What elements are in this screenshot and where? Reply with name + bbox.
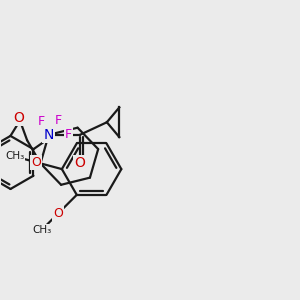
- Text: CH₃: CH₃: [5, 152, 24, 161]
- Text: O: O: [74, 156, 86, 170]
- Text: F: F: [65, 128, 72, 141]
- Text: N: N: [44, 128, 54, 142]
- Text: O: O: [31, 156, 41, 169]
- Text: F: F: [38, 115, 45, 128]
- Text: O: O: [14, 111, 24, 125]
- Text: CH₃: CH₃: [32, 224, 52, 235]
- Text: F: F: [55, 114, 62, 128]
- Text: O: O: [53, 207, 63, 220]
